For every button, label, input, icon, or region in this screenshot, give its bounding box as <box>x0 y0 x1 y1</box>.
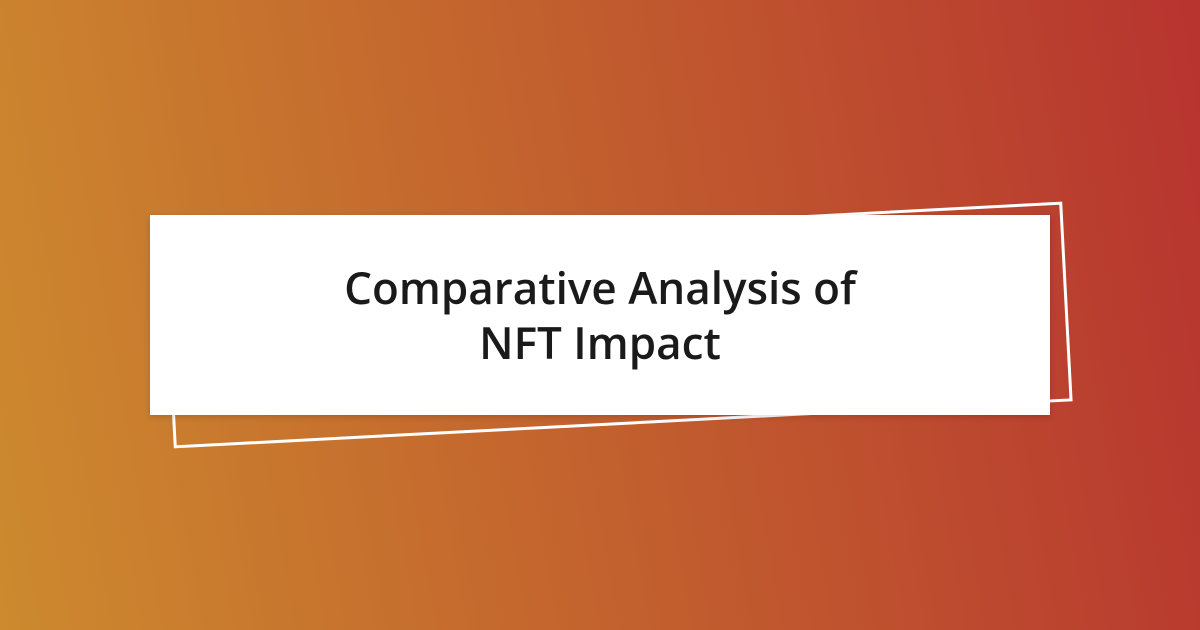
page-title: Comparative Analysis of NFT Impact <box>344 260 856 370</box>
title-card-group: Comparative Analysis of NFT Impact <box>150 215 1050 415</box>
title-card: Comparative Analysis of NFT Impact <box>150 215 1050 415</box>
stage: Comparative Analysis of NFT Impact <box>0 0 1200 630</box>
